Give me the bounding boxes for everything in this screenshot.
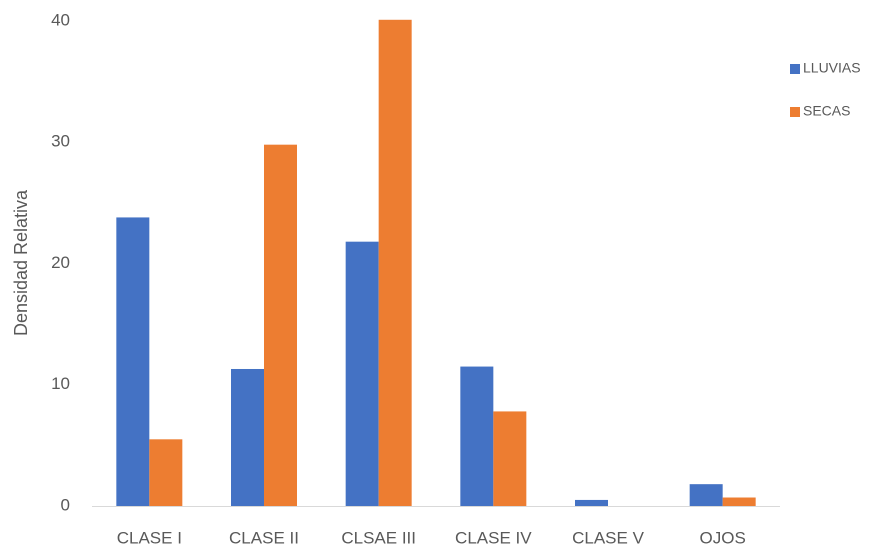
x-tick-label-3: CLSAE III xyxy=(341,528,416,547)
x-tick-label-2: CLASE II xyxy=(229,528,299,547)
y-axis-title: Densidad Relativa xyxy=(11,189,31,336)
y-tick-label-0: 0 xyxy=(61,495,70,514)
bar-secas-4 xyxy=(493,411,527,506)
bar-lluvias-3 xyxy=(345,241,379,507)
bar-secas-2 xyxy=(264,144,297,507)
bar-lluvias-1 xyxy=(116,217,150,507)
y-axis-title-group: Densidad Relativa xyxy=(11,189,31,336)
x-tick-label-1: CLASE I xyxy=(117,528,182,547)
legend-swatch-secas xyxy=(790,107,800,117)
y-tick-label-20: 20 xyxy=(51,253,70,272)
bar-secas-1 xyxy=(149,439,183,506)
y-tick-label-10: 10 xyxy=(51,374,70,393)
bars-group xyxy=(116,19,756,507)
y-axis-ticks: 0 10 20 30 40 xyxy=(51,10,70,514)
x-tick-label-4: CLASE IV xyxy=(455,528,532,547)
bar-lluvias-6 xyxy=(689,484,723,506)
y-tick-label-30: 30 xyxy=(51,132,70,151)
bar-lluvias-4 xyxy=(460,366,494,506)
legend-label-secas: SECAS xyxy=(803,103,850,119)
legend: LLUVIAS SECAS xyxy=(790,60,861,119)
bar-secas-6 xyxy=(722,497,756,506)
x-tick-label-6: OJOS xyxy=(700,528,746,547)
bar-lluvias-5 xyxy=(575,499,608,506)
legend-swatch-lluvias xyxy=(790,64,800,74)
bar-secas-3 xyxy=(378,19,412,506)
x-axis-ticks: CLASE I CLASE II CLSAE III CLASE IV CLASE V O… xyxy=(117,528,746,547)
y-tick-label-40: 40 xyxy=(51,10,70,29)
x-tick-label-5: CLASE V xyxy=(572,528,644,547)
bar-lluvias-2 xyxy=(231,368,264,506)
legend-label-lluvias: LLUVIAS xyxy=(803,60,861,76)
